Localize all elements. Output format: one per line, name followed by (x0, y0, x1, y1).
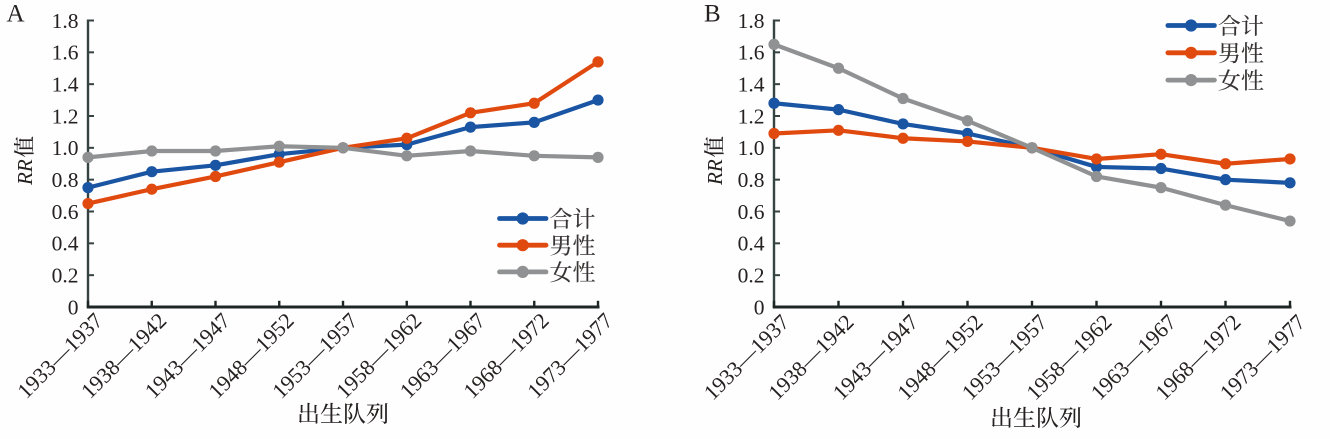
svg-text:0.4: 0.4 (52, 232, 79, 256)
svg-text:B: B (704, 1, 721, 28)
svg-text:0: 0 (68, 295, 79, 319)
svg-text:0.4: 0.4 (738, 232, 765, 256)
svg-text:1.0: 1.0 (52, 136, 79, 160)
svg-text:0.6: 0.6 (52, 200, 79, 224)
svg-text:1.4: 1.4 (738, 73, 765, 97)
svg-text:0.8: 0.8 (52, 168, 79, 192)
svg-text:1.6: 1.6 (52, 41, 79, 65)
svg-text:RR: RR (703, 159, 727, 186)
svg-text:1.4: 1.4 (52, 73, 79, 97)
svg-text:RR: RR (13, 159, 37, 186)
svg-text:A: A (7, 1, 25, 28)
svg-text:1.6: 1.6 (738, 41, 765, 65)
svg-text:0.2: 0.2 (52, 264, 79, 288)
svg-text:1.8: 1.8 (738, 9, 765, 33)
svg-text:0.2: 0.2 (738, 264, 765, 288)
svg-text:1.0: 1.0 (738, 136, 765, 160)
svg-text:0.6: 0.6 (738, 200, 765, 224)
svg-text:1.2: 1.2 (738, 104, 765, 128)
svg-text:1.2: 1.2 (52, 104, 79, 128)
svg-text:1.8: 1.8 (52, 9, 79, 33)
svg-text:0.8: 0.8 (738, 168, 765, 192)
svg-text:0: 0 (754, 295, 765, 319)
